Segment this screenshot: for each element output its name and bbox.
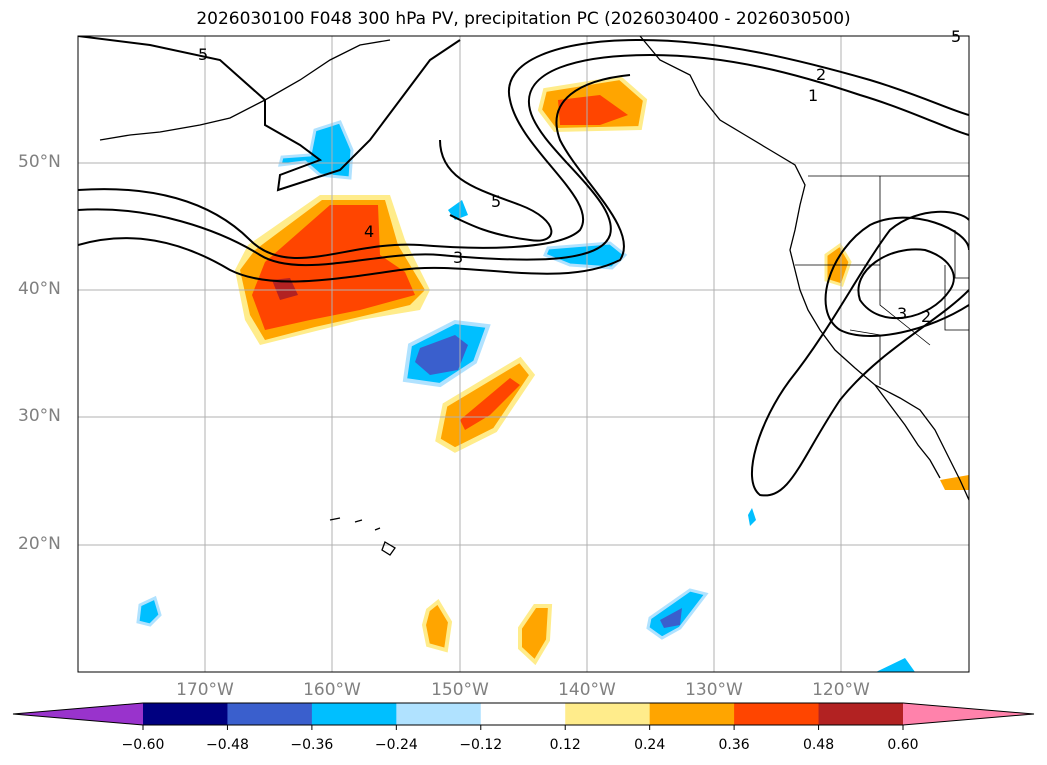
colorbar-segment	[143, 703, 228, 725]
colorbar-segment	[818, 703, 904, 725]
colorbar-segment	[649, 703, 735, 725]
colorbar-tick-label: −0.36	[290, 737, 334, 753]
colorbar-tick-label: 0.12	[549, 737, 581, 753]
lon-label: 140°W	[558, 680, 616, 700]
lon-label: 130°W	[685, 680, 743, 700]
colorbar-tick-label: −0.12	[459, 737, 503, 753]
coastlines	[99, 36, 969, 556]
colorbar-segment	[480, 703, 566, 725]
map-frame	[77, 35, 970, 673]
contour-label: 3	[453, 248, 463, 267]
borders	[795, 175, 969, 385]
colorbar-tick-label: 0.36	[718, 737, 750, 753]
colorbar-tick-label: 0.48	[802, 737, 835, 753]
pv-contours	[78, 36, 969, 497]
precip-positive-center	[421, 75, 969, 666]
lat-label: 50°N	[18, 152, 61, 172]
colorbar-tick-label: −0.60	[121, 737, 165, 753]
contour-label: 1	[808, 86, 818, 105]
lat-label: 40°N	[18, 279, 61, 299]
lon-label: 170°W	[176, 680, 234, 700]
precip-positive-west	[235, 195, 430, 345]
precip-negative	[136, 120, 915, 672]
colorbar-segment	[227, 703, 313, 725]
lat-label: 20°N	[18, 534, 61, 554]
contour-label: 2	[921, 307, 931, 326]
lon-label: 120°W	[812, 680, 870, 700]
colorbar-tick-label: 0.60	[887, 737, 919, 753]
lon-label: 160°W	[303, 680, 361, 700]
colorbar-tick-label: −0.24	[374, 737, 418, 753]
contour-label: 3	[897, 304, 907, 323]
contour-label: 4	[364, 222, 374, 241]
chart-title: 2026030100 F048 300 hPa PV, precipitatio…	[196, 9, 851, 29]
colorbar-segment	[734, 703, 820, 725]
colorbar-segment	[396, 703, 482, 725]
colorbar-extend-min	[13, 703, 143, 725]
gridlines	[78, 36, 969, 672]
colorbar	[12, 702, 1035, 730]
contour-label: 2	[816, 65, 826, 84]
contour-label: 5	[951, 27, 961, 46]
contour-label: 5	[198, 45, 208, 64]
lon-label: 150°W	[431, 680, 489, 700]
contour-labels: 5 2 1 4 5 3 3 2 5	[198, 27, 961, 326]
colorbar-segment	[565, 703, 651, 725]
lat-label: 30°N	[18, 406, 61, 426]
colorbar-segment	[311, 703, 397, 725]
contour-label: 5	[491, 192, 501, 211]
colorbar-tick-label: 0.24	[634, 737, 666, 753]
colorbar-extend-max	[903, 703, 1034, 725]
colorbar-tick-label: −0.48	[205, 737, 249, 753]
